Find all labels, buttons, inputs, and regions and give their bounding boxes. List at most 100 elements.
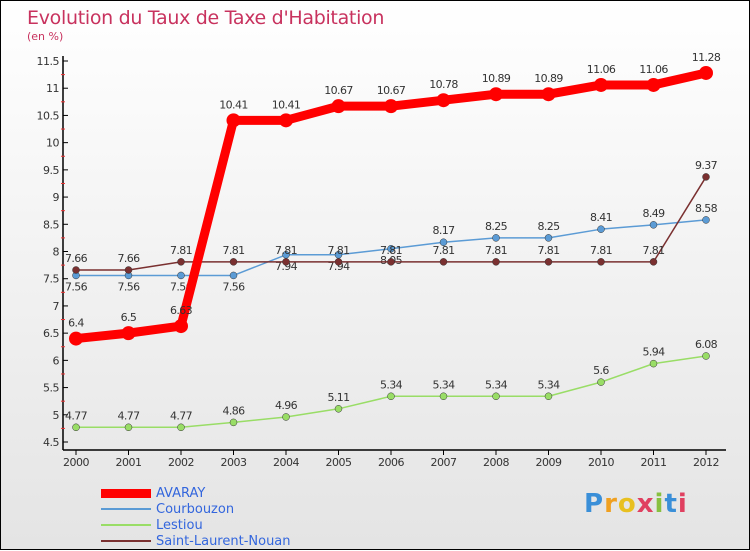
legend-swatch [101, 488, 151, 498]
data-label-saint-laurent-nouan: 7.81 [432, 244, 454, 257]
data-point-lestiou [334, 405, 343, 413]
data-label-lestiou: 4.96 [275, 399, 298, 412]
data-point-avaray [174, 319, 188, 334]
data-point-avaray [541, 87, 556, 102]
data-point-saint-laurent-nouan [177, 258, 185, 266]
y-tick-label: 11 [46, 82, 59, 95]
y-tick-label: 9 [53, 191, 60, 204]
data-point-avaray [594, 77, 608, 92]
legend-item-courbouzon: Courbouzon [101, 501, 291, 517]
data-label-saint-laurent-nouan: 7.81 [170, 244, 192, 257]
data-label-lestiou: 5.94 [642, 346, 665, 359]
data-point-lestiou [72, 423, 80, 432]
x-tick-label: 2006 [378, 456, 404, 469]
legend-swatch [101, 508, 151, 510]
y-tick-label: 5.5 [43, 382, 59, 395]
data-point-courbouzon [229, 271, 238, 280]
data-point-saint-laurent-nouan [492, 258, 500, 266]
data-point-courbouzon [544, 234, 553, 242]
data-label-lestiou: 4.77 [170, 409, 193, 422]
data-point-courbouzon [702, 216, 710, 224]
data-label-courbouzon: 8.58 [695, 202, 718, 215]
data-label-avaray: 10.78 [429, 78, 458, 91]
data-label-avaray: 10.41 [272, 98, 301, 111]
data-point-avaray [121, 326, 136, 341]
proxiti-logo: Proxiti [584, 489, 688, 519]
data-label-courbouzon: 8.41 [590, 211, 612, 224]
data-point-saint-laurent-nouan [702, 173, 710, 181]
data-point-courbouzon [492, 234, 500, 242]
data-point-lestiou [229, 418, 238, 427]
data-point-avaray [436, 93, 451, 108]
data-point-avaray [489, 87, 503, 102]
data-label-avaray: 10.41 [219, 98, 248, 111]
chart-subtitle: (en %) [27, 30, 64, 43]
y-tick-label: 10.5 [37, 109, 60, 122]
data-label-saint-laurent-nouan: 7.81 [590, 244, 612, 257]
data-label-courbouzon: 7.94 [327, 260, 350, 273]
data-point-saint-laurent-nouan [544, 258, 553, 266]
data-label-avaray: 6.63 [170, 304, 193, 317]
y-tick-label: 4.5 [43, 436, 59, 449]
data-label-lestiou: 4.77 [117, 409, 140, 422]
data-label-avaray: 10.89 [482, 72, 511, 85]
data-label-avaray: 11.06 [587, 63, 616, 76]
data-point-avaray [69, 331, 83, 346]
data-label-lestiou: 4.86 [222, 404, 245, 417]
chart-title: Evolution du Taux de Taxe d'Habitation [27, 7, 385, 29]
data-point-saint-laurent-nouan [124, 266, 133, 274]
data-point-lestiou [439, 392, 448, 401]
data-point-avaray [384, 99, 398, 114]
data-point-avaray [279, 113, 293, 128]
data-point-saint-laurent-nouan [649, 258, 658, 266]
data-label-saint-laurent-nouan: 7.81 [275, 244, 297, 257]
data-label-saint-laurent-nouan: 7.81 [380, 244, 402, 257]
data-label-saint-laurent-nouan: 7.81 [327, 244, 349, 257]
data-label-lestiou: 5.6 [593, 364, 609, 377]
legend-item-saint-laurent-nouan: Saint-Laurent-Nouan [101, 533, 291, 549]
data-label-lestiou: 6.08 [695, 338, 718, 351]
data-point-saint-laurent-nouan [282, 258, 290, 266]
data-label-avaray: 10.89 [534, 72, 563, 85]
y-tick-label: 5 [53, 409, 60, 422]
data-label-avaray: 6.5 [121, 311, 137, 324]
data-point-courbouzon [597, 225, 605, 233]
data-point-courbouzon [387, 245, 395, 253]
data-point-lestiou [387, 392, 395, 401]
data-point-saint-laurent-nouan [334, 258, 343, 266]
x-tick-label: 2011 [641, 456, 667, 469]
legend: AVARAY Courbouzon Lestiou Saint-Laurent-Nou… [101, 485, 291, 549]
x-tick-label: 2004 [273, 456, 299, 469]
data-label-avaray: 6.4 [68, 317, 84, 330]
data-point-saint-laurent-nouan [72, 266, 80, 274]
data-label-avaray: 10.67 [377, 84, 406, 97]
data-label-lestiou: 5.11 [327, 391, 349, 404]
data-point-lestiou [177, 423, 185, 432]
data-point-saint-laurent-nouan [387, 258, 395, 266]
x-tick-label: 2010 [588, 456, 614, 469]
data-label-saint-laurent-nouan: 7.81 [485, 244, 507, 257]
legend-label: Lestiou [156, 517, 203, 533]
data-label-lestiou: 5.34 [485, 378, 508, 391]
legend-item-lestiou: Lestiou [101, 517, 291, 533]
data-point-avaray [331, 99, 346, 114]
legend-item-avaray: AVARAY [101, 485, 291, 501]
data-label-courbouzon: 8.25 [485, 220, 508, 233]
data-label-saint-laurent-nouan: 9.37 [695, 159, 718, 172]
data-point-courbouzon [177, 271, 185, 280]
x-tick-label: 2003 [221, 456, 247, 469]
data-label-courbouzon: 8.17 [432, 224, 455, 237]
data-label-saint-laurent-nouan: 7.81 [642, 244, 664, 257]
x-tick-label: 2008 [483, 456, 509, 469]
data-label-courbouzon: 7.94 [275, 260, 298, 273]
data-label-lestiou: 4.77 [65, 409, 88, 422]
y-tick-label: 8 [53, 246, 60, 259]
data-point-lestiou [282, 413, 290, 421]
data-point-saint-laurent-nouan [439, 258, 448, 266]
data-point-lestiou [544, 392, 553, 401]
x-tick-label: 2005 [326, 456, 352, 469]
data-point-lestiou [124, 423, 133, 432]
data-point-lestiou [702, 352, 710, 360]
legend-label: Courbouzon [156, 501, 235, 517]
